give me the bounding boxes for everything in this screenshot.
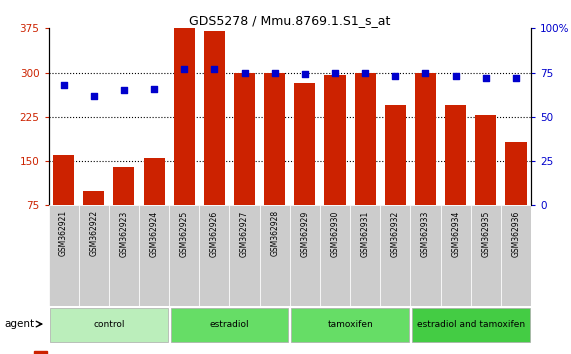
Point	[421, 70, 430, 75]
Bar	[380, 205, 411, 306]
Text: GSM362928: GSM362928	[270, 210, 279, 257]
Bar	[114, 167, 135, 250]
Point	[270, 70, 279, 75]
Bar	[83, 190, 104, 250]
Bar	[264, 73, 286, 250]
Point	[180, 66, 189, 72]
Bar	[49, 205, 79, 306]
Text: GSM362930: GSM362930	[331, 210, 340, 257]
Bar	[291, 308, 409, 342]
Text: estradiol: estradiol	[210, 320, 250, 329]
Text: tamoxifen: tamoxifen	[327, 320, 373, 329]
Text: control: control	[93, 320, 124, 329]
Point	[89, 93, 98, 98]
Bar	[199, 205, 230, 306]
Point	[512, 75, 521, 81]
Bar	[171, 308, 288, 342]
Text: GSM362921: GSM362921	[59, 210, 68, 257]
Point	[300, 72, 309, 77]
Text: GSM362924: GSM362924	[150, 210, 159, 257]
Bar	[324, 75, 345, 250]
Text: GSM362934: GSM362934	[451, 210, 460, 257]
Bar	[143, 158, 164, 250]
Point	[59, 82, 68, 88]
Text: GSM362933: GSM362933	[421, 210, 430, 257]
Bar	[234, 73, 255, 250]
Bar	[412, 308, 529, 342]
Bar	[109, 205, 139, 306]
Point	[361, 70, 370, 75]
Bar	[169, 205, 199, 306]
Bar	[445, 105, 466, 250]
Bar	[355, 73, 376, 250]
Bar	[204, 31, 225, 250]
Text: GSM362935: GSM362935	[481, 210, 490, 257]
Text: GSM362931: GSM362931	[361, 210, 369, 257]
Point	[481, 75, 490, 81]
Point	[240, 70, 249, 75]
Point	[119, 87, 128, 93]
Text: GSM362936: GSM362936	[512, 210, 520, 257]
Point	[210, 66, 219, 72]
Bar	[34, 350, 47, 354]
Bar	[471, 205, 501, 306]
Bar	[289, 205, 320, 306]
Bar	[320, 205, 350, 306]
Text: GSM362932: GSM362932	[391, 210, 400, 257]
Bar	[294, 82, 315, 250]
Point	[150, 86, 159, 91]
Bar	[260, 205, 289, 306]
Bar	[174, 28, 195, 250]
Title: GDS5278 / Mmu.8769.1.S1_s_at: GDS5278 / Mmu.8769.1.S1_s_at	[189, 14, 391, 27]
Text: GSM362925: GSM362925	[180, 210, 189, 257]
Bar	[415, 73, 436, 250]
Text: GSM362927: GSM362927	[240, 210, 249, 257]
Bar	[501, 205, 531, 306]
Bar	[50, 308, 168, 342]
Bar	[350, 205, 380, 306]
Text: GSM362926: GSM362926	[210, 210, 219, 257]
Bar	[411, 205, 441, 306]
Bar	[385, 105, 406, 250]
Text: GSM362923: GSM362923	[119, 210, 128, 257]
Bar	[505, 142, 526, 250]
Text: GSM362929: GSM362929	[300, 210, 309, 257]
Bar	[441, 205, 471, 306]
Point	[331, 70, 340, 75]
Bar	[230, 205, 260, 306]
Bar	[475, 115, 496, 250]
Text: agent: agent	[4, 319, 34, 329]
Point	[391, 73, 400, 79]
Bar	[79, 205, 109, 306]
Point	[451, 73, 460, 79]
Text: GSM362922: GSM362922	[89, 210, 98, 257]
Bar	[139, 205, 169, 306]
Text: estradiol and tamoxifen: estradiol and tamoxifen	[417, 320, 525, 329]
Bar	[53, 155, 74, 250]
